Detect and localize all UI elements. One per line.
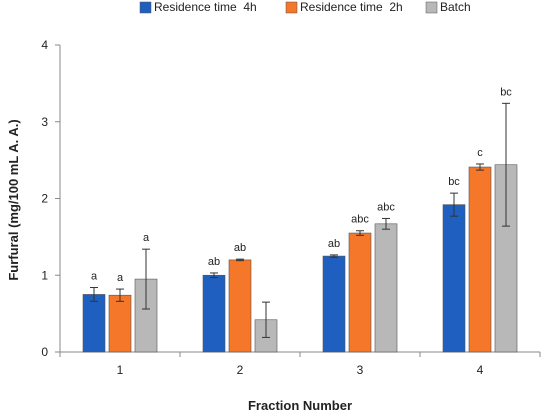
x-tick-label: 3 [357, 363, 364, 377]
legend-label: Residence time 2h [300, 0, 403, 14]
bar [374, 223, 398, 353]
significance-label: a [117, 272, 124, 284]
significance-label: ab [208, 256, 220, 268]
y-tick-label: 0 [41, 345, 48, 359]
bar [202, 274, 226, 353]
bar [348, 232, 372, 353]
y-axis-title: Furfural (mg/100 mL A. A.) [6, 119, 21, 280]
bar [228, 259, 252, 353]
significance-label: a [91, 271, 98, 283]
significance-label: abc [377, 201, 395, 213]
significance-label: ab [328, 238, 340, 250]
legend: Residence time 4h Residence time 2h Batch [139, 0, 471, 14]
bar [442, 204, 466, 353]
y-tick-label: 3 [41, 115, 48, 129]
legend-swatch [425, 1, 438, 14]
x-tick-label: 4 [477, 363, 484, 377]
bar [82, 294, 106, 353]
error-bars [90, 102, 510, 338]
bars [82, 164, 518, 353]
significance-label: c [477, 147, 483, 159]
x-tick-label: 1 [117, 363, 124, 377]
bar [468, 166, 492, 353]
y-tick-label: 4 [41, 38, 48, 52]
significance-label: bc [448, 176, 460, 188]
bar [108, 294, 132, 353]
legend-label: Batch [440, 0, 471, 14]
x-ticks: 1 2 3 4 [59, 352, 541, 377]
legend-swatch [285, 1, 298, 14]
significance-label: abc [351, 214, 369, 226]
legend-swatch [139, 1, 152, 14]
x-tick-label: 2 [237, 363, 244, 377]
significance-label: ab [234, 242, 246, 254]
axes [59, 45, 540, 353]
significance-label: a [143, 232, 150, 244]
significance-label: bc [500, 86, 512, 98]
x-axis-title: Fraction Number [248, 398, 352, 413]
y-ticks: 0 1 2 3 4 [41, 38, 60, 359]
bar [322, 255, 346, 353]
y-tick-label: 2 [41, 192, 48, 206]
legend-label: Residence time 4h [154, 0, 257, 14]
y-tick-label: 1 [41, 268, 48, 282]
